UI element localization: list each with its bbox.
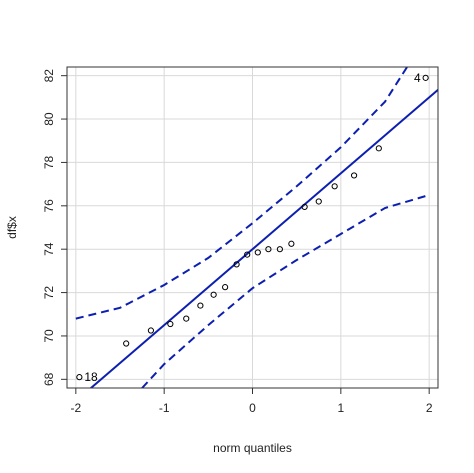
data-point <box>167 320 174 328</box>
x-axis-label: norm quantiles <box>213 441 292 455</box>
point-label: 18 <box>84 370 98 384</box>
y-tick-label: 74 <box>42 242 56 256</box>
confidence-envelope <box>75 67 430 388</box>
data-point <box>422 74 429 81</box>
data-point <box>244 251 251 258</box>
data-point <box>76 374 83 381</box>
data-point <box>183 315 190 322</box>
data-point <box>375 145 382 152</box>
data-point <box>331 183 338 190</box>
point-label: 4 <box>414 71 421 85</box>
data-point <box>233 261 240 268</box>
point-labels: 18 4 <box>84 71 421 384</box>
data-point <box>123 340 130 347</box>
y-tick-label: 80 <box>42 112 56 126</box>
x-axis: -2 -1 0 1 2 <box>70 388 433 415</box>
upper-envelope-line <box>75 67 408 320</box>
data-point <box>210 291 217 298</box>
x-tick-label: -1 <box>159 401 170 415</box>
data-point <box>222 284 229 291</box>
data-point <box>276 246 283 253</box>
data-points <box>76 74 429 381</box>
data-point <box>254 249 261 256</box>
lower-envelope-line <box>141 194 430 388</box>
x-tick-label: 0 <box>249 401 256 415</box>
reference-line <box>89 88 438 388</box>
y-axis-label: df$x <box>5 216 19 239</box>
y-tick-label: 68 <box>42 372 56 386</box>
data-point <box>147 327 155 334</box>
grid <box>67 67 438 388</box>
y-tick-label: 70 <box>42 329 56 343</box>
reference-line-group <box>89 88 438 388</box>
data-point <box>265 246 272 253</box>
x-tick-label: -2 <box>70 401 81 415</box>
y-axis: 68 70 72 74 76 78 80 82 <box>42 69 67 386</box>
y-tick-label: 82 <box>42 69 56 83</box>
y-tick-label: 78 <box>42 155 56 169</box>
y-tick-label: 72 <box>42 286 56 300</box>
y-tick-label: 76 <box>42 199 56 213</box>
data-point <box>350 172 358 179</box>
x-tick-label: 2 <box>426 401 433 415</box>
data-point <box>288 240 295 247</box>
data-point <box>315 198 322 205</box>
data-point <box>301 203 308 210</box>
data-point <box>197 302 204 309</box>
x-tick-label: 1 <box>337 401 344 415</box>
